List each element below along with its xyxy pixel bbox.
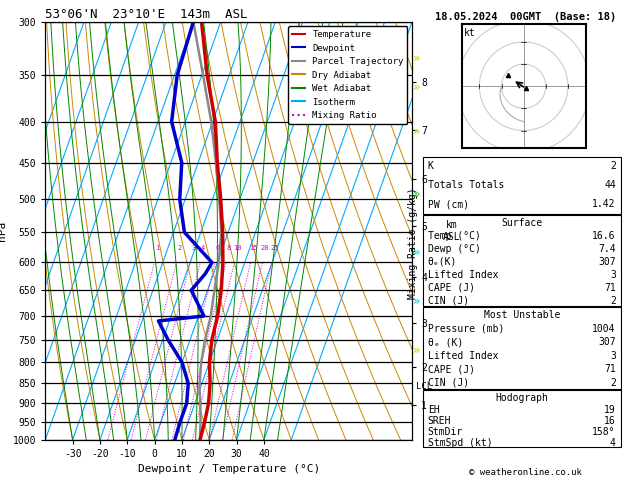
Text: 1: 1 (155, 245, 160, 251)
Text: 4: 4 (201, 245, 206, 251)
Text: 53°06'N  23°10'E  143m  ASL: 53°06'N 23°10'E 143m ASL (45, 8, 248, 21)
Text: CAPE (J): CAPE (J) (428, 283, 475, 293)
Legend: Temperature, Dewpoint, Parcel Trajectory, Dry Adiabat, Wet Adiabat, Isotherm, Mi: Temperature, Dewpoint, Parcel Trajectory… (288, 26, 408, 124)
Text: »: » (413, 125, 420, 138)
Text: »: » (413, 295, 420, 308)
Text: 15: 15 (249, 245, 257, 251)
Text: CIN (J): CIN (J) (428, 378, 469, 388)
Text: Pressure (mb): Pressure (mb) (428, 324, 504, 333)
Text: 71: 71 (604, 364, 616, 374)
Text: θₑ(K): θₑ(K) (428, 257, 457, 267)
Text: 18.05.2024  00GMT  (Base: 18): 18.05.2024 00GMT (Base: 18) (435, 12, 616, 22)
Text: CAPE (J): CAPE (J) (428, 364, 475, 374)
Text: 307: 307 (598, 257, 616, 267)
Text: 10: 10 (233, 245, 242, 251)
Text: 2: 2 (610, 378, 616, 388)
Text: Mixing Ratio (g/kg): Mixing Ratio (g/kg) (408, 187, 418, 299)
Text: © weatheronline.co.uk: © weatheronline.co.uk (469, 468, 582, 477)
Text: 44: 44 (604, 180, 616, 191)
Text: 20: 20 (261, 245, 269, 251)
Text: 16.6: 16.6 (593, 231, 616, 241)
Text: LCL: LCL (416, 382, 431, 391)
Text: 3: 3 (610, 270, 616, 280)
Text: 6: 6 (216, 245, 220, 251)
Text: 4: 4 (610, 437, 616, 448)
Text: 2: 2 (610, 295, 616, 306)
Text: Lifted Index: Lifted Index (428, 270, 498, 280)
Text: 307: 307 (598, 337, 616, 347)
Text: 2: 2 (177, 245, 182, 251)
Text: CIN (J): CIN (J) (428, 295, 469, 306)
Y-axis label: km
ASL: km ASL (443, 220, 460, 242)
Text: 3: 3 (610, 351, 616, 361)
Text: 8: 8 (226, 245, 231, 251)
Text: 19: 19 (604, 405, 616, 415)
Text: Most Unstable: Most Unstable (484, 310, 560, 320)
Text: »: » (413, 188, 420, 201)
Text: Dewp (°C): Dewp (°C) (428, 244, 481, 254)
Text: StmSpd (kt): StmSpd (kt) (428, 437, 493, 448)
Text: kt: kt (464, 28, 476, 38)
Text: 158°: 158° (593, 427, 616, 437)
Text: Totals Totals: Totals Totals (428, 180, 504, 191)
Text: K: K (428, 161, 433, 172)
Text: 3: 3 (191, 245, 196, 251)
Text: 71: 71 (604, 283, 616, 293)
Y-axis label: hPa: hPa (0, 221, 7, 241)
Text: Lifted Index: Lifted Index (428, 351, 498, 361)
Text: Temp (°C): Temp (°C) (428, 231, 481, 241)
Text: »: » (413, 52, 420, 65)
Text: Hodograph: Hodograph (495, 393, 548, 402)
Text: EH: EH (428, 405, 440, 415)
Text: PW (cm): PW (cm) (428, 199, 469, 209)
Text: 1004: 1004 (593, 324, 616, 333)
Text: SREH: SREH (428, 416, 451, 426)
Text: 2: 2 (610, 161, 616, 172)
Text: Surface: Surface (501, 218, 542, 227)
Text: »: » (413, 81, 420, 94)
Text: 7.4: 7.4 (598, 244, 616, 254)
X-axis label: Dewpoint / Temperature (°C): Dewpoint / Temperature (°C) (138, 465, 320, 474)
Text: StmDir: StmDir (428, 427, 463, 437)
Text: 1.42: 1.42 (593, 199, 616, 209)
Text: 25: 25 (270, 245, 279, 251)
Text: »: » (413, 344, 420, 356)
Text: θₑ (K): θₑ (K) (428, 337, 463, 347)
Text: 16: 16 (604, 416, 616, 426)
Text: »: » (413, 246, 420, 259)
